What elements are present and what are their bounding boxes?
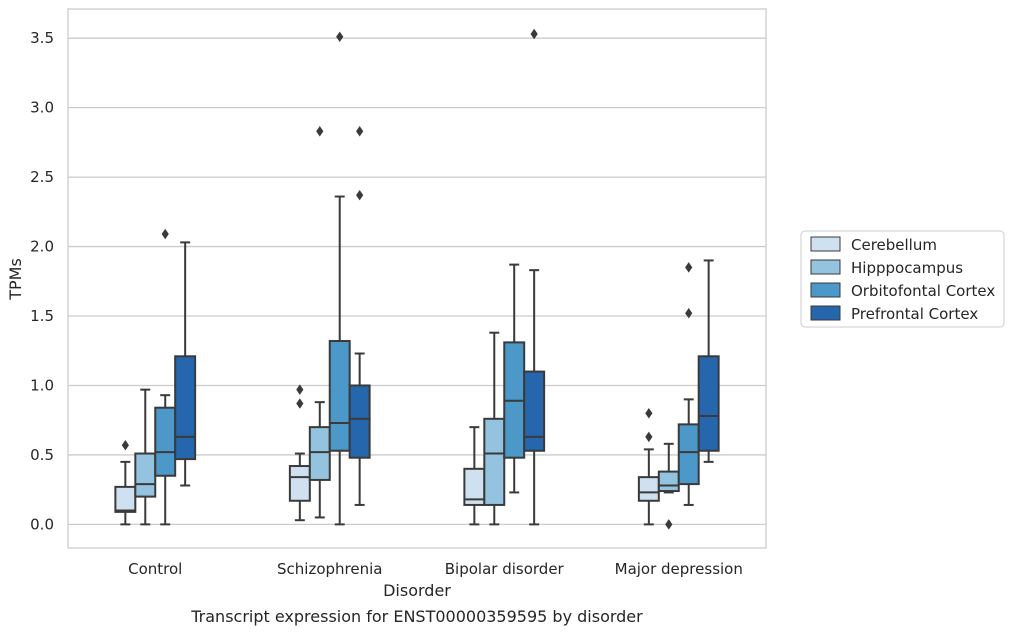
outlier-point [685, 262, 693, 273]
box-hipppocampus [134, 388, 157, 526]
outlier-point [296, 384, 304, 395]
legend-swatch-hippocampus [810, 259, 841, 275]
legend: Cerebellum Hipppocampus Orbitofontal Cor… [800, 230, 1005, 328]
x-tick-label: Bipolar disorder [445, 560, 565, 578]
outlier-point [356, 189, 364, 201]
y-tick-label: 0.0 [30, 515, 54, 533]
legend-label-orbitofrontal: Orbitofontal Cortex [851, 282, 995, 300]
legend-label-prefrontal: Prefrontal Cortex [851, 305, 978, 323]
outlier-point [530, 28, 538, 40]
outlier-point [161, 228, 169, 240]
box-iqr [288, 465, 311, 502]
y-tick-label: 1.0 [30, 376, 54, 394]
chart-caption: Transcript expression for ENST0000035959… [190, 607, 643, 626]
box-iqr [657, 470, 680, 493]
box-prefrontal-cortex [174, 241, 197, 487]
y-tick-label: 3.5 [30, 29, 54, 47]
box-groups [114, 28, 720, 530]
outlier-point [645, 431, 653, 443]
legend-label-cerebellum: Cerebellum [851, 236, 937, 254]
plot-frame [67, 8, 767, 549]
box-prefrontal-cortex [523, 28, 546, 526]
legend-swatch-prefrontal [810, 305, 841, 321]
y-tick-label: 2.0 [30, 238, 54, 256]
box-group-control [114, 228, 197, 526]
outlier-point [316, 126, 324, 137]
box-iqr [677, 423, 700, 486]
box-orbitofontal-cortex [677, 262, 700, 506]
box-orbitofontal-cortex [328, 31, 351, 526]
box-iqr [637, 476, 660, 502]
box-iqr [483, 417, 506, 506]
box-cerebellum [463, 426, 486, 526]
legend-swatch-cerebellum [810, 236, 841, 252]
box-orbitofontal-cortex [154, 228, 177, 526]
y-tick-label: 0.5 [30, 446, 54, 464]
box-iqr [348, 384, 371, 459]
box-cerebellum [288, 384, 311, 522]
box-iqr [114, 485, 137, 513]
box-hipppocampus [308, 126, 331, 519]
x-axis-title: Disorder [383, 581, 451, 600]
legend-swatch-orbitofrontal [810, 282, 841, 298]
y-tick-labels: 0.0 0.5 1.0 1.5 2.0 2.5 3.0 3.5 [30, 29, 54, 533]
box-iqr [697, 355, 720, 452]
box-iqr [523, 370, 546, 452]
box-group-bipolar-disorder [463, 28, 546, 526]
box-hipppocampus [483, 331, 506, 526]
box-iqr [134, 452, 157, 498]
legend-label-hippocampus: Hipppocampus [851, 259, 963, 277]
box-prefrontal-cortex [697, 259, 720, 463]
outlier-point [336, 31, 344, 42]
outlier-point [296, 398, 304, 409]
box-group-major-depression [637, 259, 720, 530]
x-tick-label: Major depression [615, 560, 743, 578]
box-cerebellum [637, 408, 660, 526]
x-tick-label: Schizophrenia [277, 560, 382, 578]
x-tick-label: Control [128, 560, 182, 578]
box-iqr [308, 426, 331, 481]
y-axis-title: TPMs [6, 258, 25, 301]
box-orbitofontal-cortex [503, 263, 526, 494]
y-tick-label: 2.5 [30, 168, 54, 186]
box-hipppocampus [657, 442, 680, 530]
outlier-point [685, 308, 693, 319]
box-iqr [174, 355, 197, 461]
y-tick-label: 1.5 [30, 307, 54, 325]
box-group-schizophrenia [288, 31, 371, 526]
outlier-point [356, 126, 364, 137]
box-iqr [328, 340, 351, 452]
x-tick-labels: Control Schizophrenia Bipolar disorder Majo… [128, 560, 743, 578]
outlier-point [645, 408, 653, 419]
box-cerebellum [114, 440, 137, 526]
legend-frame [800, 230, 1005, 328]
outlier-point [665, 519, 673, 530]
y-tick-label: 3.0 [30, 99, 54, 117]
outlier-point [121, 440, 129, 451]
box-prefrontal-cortex [348, 126, 371, 506]
box-iqr [154, 406, 177, 477]
